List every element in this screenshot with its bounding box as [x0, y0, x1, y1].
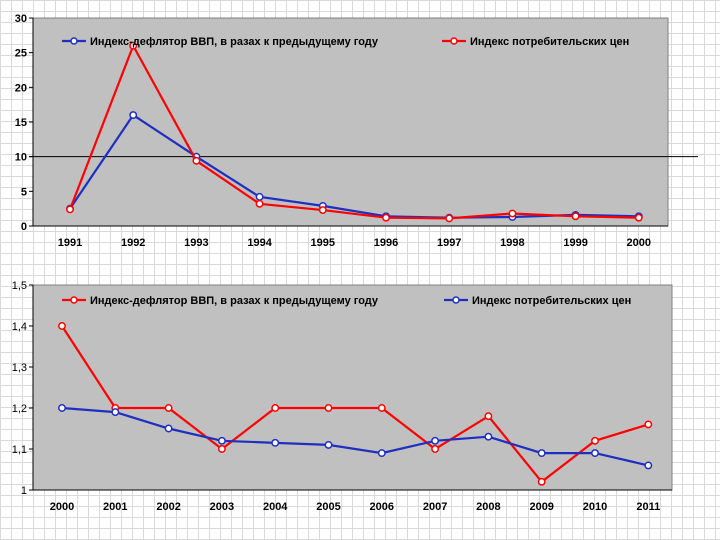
bottom-x-tick-label: 2003 [210, 501, 234, 513]
bottom-series-0-point [217, 445, 226, 453]
bottom-series-1-point [111, 408, 120, 417]
chart-bottom-svg: 1 1,1 1,2 1,3 1,4 1,5 2000 2001 2002 2003 2004 2005… [12, 280, 673, 513]
bottom-y-tick-label: 1,2 [12, 403, 27, 415]
bottom-series-1-point [484, 432, 493, 441]
bottom-series-1-point [431, 436, 440, 445]
top-x-tick-label: 1999 [563, 237, 587, 249]
top-series-1-point [445, 214, 454, 223]
top-series-1-point [66, 205, 74, 214]
bottom-series-0-line [61, 325, 649, 484]
bottom-series-0-point [324, 404, 333, 412]
top-x-tick-label: 1997 [437, 237, 461, 249]
bottom-legend-0-label: Индекс-дефлятор ВВП, в разах к предыдуще… [90, 295, 379, 307]
top-x-tick-label: 1998 [500, 237, 524, 249]
bottom-x-tick-label: 2005 [316, 501, 340, 513]
bottom-legend-1-label: Индекс потребительских цен [472, 295, 631, 307]
top-x-tick-label: 1996 [374, 237, 398, 249]
bottom-series-1-point [164, 424, 173, 433]
bottom-y-tick-label: 1,5 [12, 280, 27, 292]
bottom-x-tick-label: 2004 [263, 501, 288, 513]
bottom-series-0-point [537, 477, 546, 486]
bottom-series-0-point [591, 436, 599, 445]
bottom-series-0-point [484, 412, 493, 421]
bottom-series-0-point [377, 404, 386, 412]
top-series-1-line [68, 43, 639, 220]
top-series-0-point [129, 111, 138, 120]
top-y-tick-label: 0 [21, 221, 27, 233]
bottom-y-tick-label: 1,1 [12, 444, 27, 456]
top-x-tick-label: 2000 [627, 237, 651, 249]
top-series-1-point [382, 213, 390, 222]
bottom-x-tick-label: 2008 [476, 501, 500, 513]
top-series-1-point [571, 212, 580, 221]
bottom-x-tick-label: 2006 [370, 501, 394, 513]
chart-top-svg: 0 5 10 15 20 25 30 1991 1992 1993 1994 1995 1996 1997… [15, 13, 698, 249]
bottom-series-1-point [271, 438, 280, 447]
top-y-tick-label: 15 [15, 117, 27, 129]
top-series-1-point [255, 199, 264, 208]
top-y-tick-label: 20 [15, 82, 27, 94]
top-series-1-point [508, 209, 517, 218]
bottom-plot-area [32, 284, 673, 491]
bottom-series-1-point [644, 461, 653, 470]
bottom-x-tick-label: 2011 [636, 501, 660, 513]
bottom-series-0-point [164, 404, 173, 412]
top-y-tick-label: 10 [15, 152, 27, 164]
bottom-x-tick-label: 2001 [103, 501, 127, 513]
top-plot-area [32, 17, 669, 227]
top-series-0-point [255, 192, 264, 201]
bottom-series-1-line [61, 406, 649, 467]
top-y-tick-label: 5 [21, 186, 27, 198]
top-x-tick-label: 1991 [58, 237, 82, 249]
bottom-y-tick-label: 1,4 [12, 321, 27, 333]
top-x-tick-label: 1993 [184, 237, 208, 249]
bottom-x-tick-label: 2009 [529, 501, 553, 513]
top-x-tick-label: 1992 [121, 237, 145, 249]
bottom-series-1-point [377, 449, 386, 458]
bottom-series-1-point [591, 449, 599, 458]
bottom-y-tick-label: 1,3 [12, 362, 27, 374]
bottom-legend-0-marker [70, 296, 78, 304]
bottom-y-tick-label: 1 [21, 485, 27, 497]
top-series-1-point [634, 213, 643, 222]
top-series-1-point [192, 156, 201, 165]
top-legend-0-label: Индекс-дефлятор ВВП, в разах к предыдуще… [90, 36, 379, 48]
top-legend-0-marker [70, 37, 78, 45]
top-series-1-point [318, 206, 327, 215]
top-legend-1-marker [450, 37, 458, 45]
bottom-x-tick-label: 2000 [50, 501, 74, 513]
bottom-x-tick-label: 2007 [423, 501, 447, 513]
bottom-series-1-point [58, 404, 66, 412]
top-x-tick-label: 1995 [311, 237, 335, 249]
top-series-1-point [129, 41, 138, 50]
bottom-x-tick-label: 2002 [156, 501, 180, 513]
bottom-series-0-point [431, 445, 440, 453]
top-x-tick-label: 1994 [247, 237, 272, 249]
bottom-series-0-point [271, 404, 280, 412]
bottom-legend-1-marker [452, 296, 460, 304]
top-legend-1-label: Индекс потребительских цен [470, 36, 629, 48]
bottom-series-1-point [537, 449, 546, 458]
bottom-series-0-point [644, 420, 653, 429]
bottom-series-1-point [324, 440, 333, 449]
bottom-series-1-point [217, 436, 226, 445]
top-y-tick-label: 30 [15, 13, 27, 25]
chart-deflator-1991-2000: 0 5 10 15 20 25 30 1991 1992 1993 1994 1995 1996 1997… [0, 8, 720, 258]
chart-deflator-2000-2011: 1 1,1 1,2 1,3 1,4 1,5 2000 2001 2002 2003 2004 2005… [0, 276, 720, 538]
bottom-x-tick-label: 2010 [583, 501, 607, 513]
bottom-series-0-point [58, 322, 66, 330]
top-y-tick-label: 25 [15, 48, 27, 60]
